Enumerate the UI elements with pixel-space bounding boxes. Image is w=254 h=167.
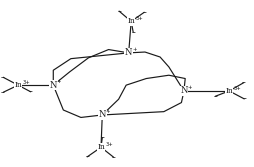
Text: –: – bbox=[241, 94, 245, 103]
Text: –: – bbox=[85, 152, 89, 161]
Text: N: N bbox=[180, 87, 187, 96]
Text: +: + bbox=[105, 109, 110, 114]
Text: 3+: 3+ bbox=[232, 86, 240, 91]
Text: –: – bbox=[213, 92, 216, 101]
Text: –: – bbox=[100, 133, 104, 142]
Text: In: In bbox=[127, 17, 135, 25]
Text: In: In bbox=[224, 87, 232, 95]
Text: In: In bbox=[97, 143, 105, 151]
Text: 3+: 3+ bbox=[22, 80, 30, 85]
Text: +: + bbox=[57, 79, 61, 84]
Text: –: – bbox=[131, 28, 135, 37]
Text: –: – bbox=[29, 87, 33, 96]
Text: –: – bbox=[111, 153, 115, 162]
Text: N: N bbox=[49, 81, 57, 90]
Text: In: In bbox=[14, 81, 22, 89]
Text: –: – bbox=[1, 73, 5, 82]
Text: –: – bbox=[117, 7, 121, 16]
Text: N: N bbox=[98, 110, 106, 119]
Text: +: + bbox=[187, 85, 191, 90]
Text: +: + bbox=[132, 47, 136, 52]
Text: –: – bbox=[1, 88, 4, 97]
Text: N: N bbox=[124, 48, 132, 57]
Text: –: – bbox=[142, 8, 146, 17]
Text: 3+: 3+ bbox=[105, 142, 113, 147]
Text: –: – bbox=[241, 78, 245, 87]
Text: 3+: 3+ bbox=[135, 16, 142, 21]
